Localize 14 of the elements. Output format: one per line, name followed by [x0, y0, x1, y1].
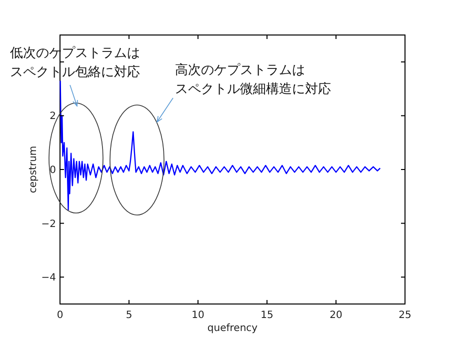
annotation: 高次のケプストラムはスペクトル微細構造に対応: [175, 62, 331, 97]
y-tick-label: −4: [41, 272, 56, 284]
y-tick-label: 0: [50, 165, 56, 176]
x-tick-label: 0: [56, 310, 64, 321]
y-axis-title: cepstrum: [28, 146, 39, 194]
x-tick-label: 10: [192, 310, 204, 321]
x-tick-label: 25: [398, 310, 412, 321]
x-tick-label: 15: [260, 310, 274, 321]
y-tick-label: −2: [41, 218, 56, 230]
x-axis-title: quefrency: [207, 323, 258, 334]
x-tick-label: 20: [330, 310, 342, 321]
line-series: [60, 80, 381, 210]
x-tick-label: 5: [126, 310, 132, 321]
y-tick-label: 2: [50, 111, 56, 122]
